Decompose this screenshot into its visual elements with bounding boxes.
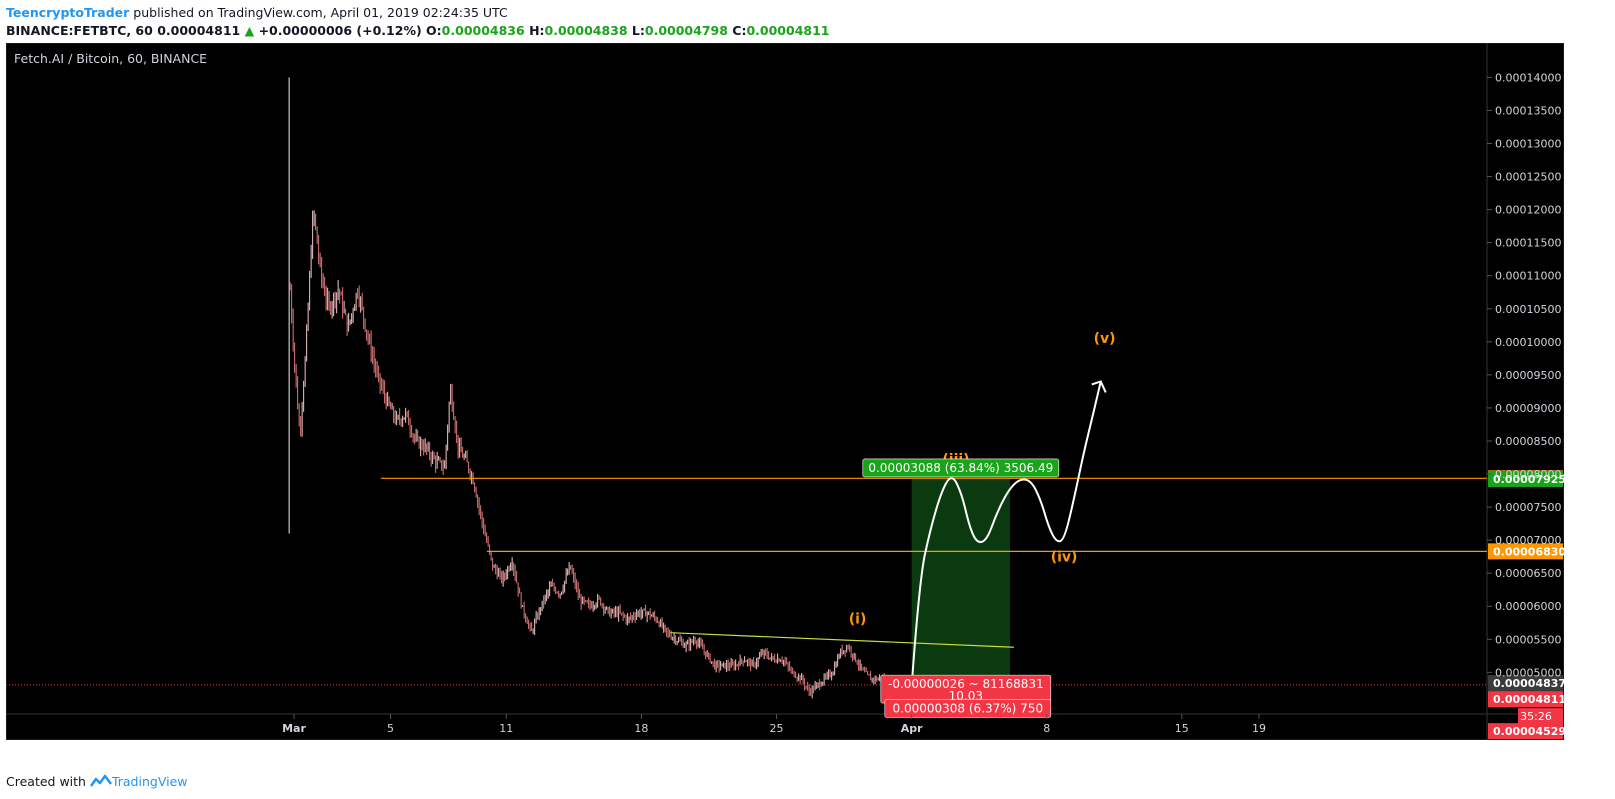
- countdown-text: 35:26: [1520, 710, 1552, 723]
- close-value: 0.00004811: [746, 23, 830, 38]
- time-tick-label: 19: [1252, 722, 1266, 735]
- price-tick-label: 0.00007000: [1495, 534, 1561, 547]
- label-target-text: 0.00007925: [1493, 473, 1564, 486]
- label-entry-text: 0.00004837: [1493, 677, 1564, 690]
- ohlc-line: BINANCE:FETBTC, 60 0.00004811 ▲ +0.00000…: [6, 22, 830, 40]
- price-tick-label: 0.00011500: [1495, 237, 1561, 250]
- price-tick-label: 0.00007500: [1495, 501, 1561, 514]
- last-price: 0.00004811: [157, 23, 241, 38]
- price-tick-label: 0.00010000: [1495, 336, 1561, 349]
- change-value: +0.00000006 (+0.12%): [258, 23, 422, 38]
- stop-label-text: 0.00000308 (6.37%) 750: [893, 701, 1044, 715]
- profit-zone: [911, 478, 1011, 684]
- label-last: [1488, 691, 1563, 708]
- time-tick-label: Mar: [282, 722, 306, 735]
- label-stop-text: 0.00004529: [1493, 725, 1564, 738]
- price-axis[interactable]: [1486, 42, 1565, 715]
- label-stop: [1488, 723, 1563, 740]
- wave-projection-path[interactable]: [910, 381, 1102, 687]
- published-text: published on TradingView.com, April 01, …: [129, 5, 508, 20]
- profit-label-box: [862, 458, 1060, 478]
- wave-arrow-head-icon: [1091, 380, 1107, 393]
- time-tick-label: 8: [1043, 722, 1050, 735]
- price-tick-label: 0.00012000: [1495, 204, 1561, 217]
- tradingview-brand[interactable]: TradingView: [111, 774, 188, 789]
- price-tick-label: 0.00010500: [1495, 303, 1561, 316]
- wave-label: (i): [849, 611, 867, 627]
- change-arrow-icon: ▲: [244, 23, 255, 38]
- chart-header: TeencryptoTrader published on TradingVie…: [6, 4, 830, 40]
- created-with-text: Created with: [6, 774, 86, 789]
- axis-tag-text: 0.00006830: [1493, 545, 1564, 558]
- price-tick-label: 0.00008000: [1495, 468, 1561, 481]
- chart-container[interactable]: Fetch.AI / Bitcoin, 60, BINANCE (i)(iii)…: [5, 42, 1566, 744]
- stop-label-box: [884, 699, 1052, 718]
- low-value: 0.00004798: [644, 23, 728, 38]
- price-tick-label: 0.00005000: [1495, 666, 1561, 679]
- open-value: 0.00004836: [441, 23, 525, 38]
- symbol-label: BINANCE:FETBTC, 60: [6, 23, 153, 38]
- countdown-badge: [1518, 708, 1563, 725]
- high-label: H:: [529, 23, 545, 38]
- time-tick-label: 18: [634, 722, 648, 735]
- axis-tag-resistance-lower: [1488, 543, 1563, 560]
- open-label: O:: [426, 23, 442, 38]
- price-tick-label: 0.00006500: [1495, 567, 1561, 580]
- price-tick-label: 0.00012500: [1495, 171, 1561, 184]
- label-last-text: 0.00004811: [1493, 693, 1564, 706]
- publish-line: TeencryptoTrader published on TradingVie…: [6, 4, 830, 22]
- time-tick-label: 25: [770, 722, 784, 735]
- price-tick-label: 0.00005500: [1495, 633, 1561, 646]
- label-entry: [1488, 675, 1563, 692]
- price-tick-label: 0.00008500: [1495, 435, 1561, 448]
- position-info-text: -0.00000026 ~ 81168831: [888, 677, 1044, 691]
- time-tick-label: 11: [499, 722, 513, 735]
- low-label: L:: [631, 23, 645, 38]
- label-target: [1488, 470, 1563, 487]
- tradingview-logo-icon: [89, 774, 112, 787]
- trendline[interactable]: [670, 632, 1014, 648]
- time-tick-label: Apr: [901, 722, 923, 735]
- price-tick-label: 0.00014000: [1495, 71, 1561, 84]
- high-value: 0.00004838: [544, 23, 628, 38]
- price-tick-label: 0.00013500: [1495, 104, 1561, 117]
- price-tick-label: 0.00009500: [1495, 369, 1561, 382]
- price-tick-label: 0.00006000: [1495, 600, 1561, 613]
- footer: Created with TradingView: [6, 774, 187, 789]
- price-tick-label: 0.00013000: [1495, 137, 1561, 150]
- wave-label: (v): [1094, 331, 1116, 347]
- time-axis[interactable]: [5, 713, 1488, 741]
- plot-area[interactable]: [5, 42, 1488, 715]
- price-chart[interactable]: Fetch.AI / Bitcoin, 60, BINANCE (i)(iii)…: [5, 42, 1566, 741]
- price-tick-label: 0.00011000: [1495, 270, 1561, 283]
- wave-label: (iv): [1051, 549, 1078, 565]
- time-tick-label: 15: [1175, 722, 1189, 735]
- price-tick-label: 0.00009000: [1495, 402, 1561, 415]
- profit-label-text: 0.00003088 (63.84%) 3506.49: [868, 461, 1053, 475]
- close-label: C:: [732, 23, 747, 38]
- time-tick-label: 5: [387, 722, 394, 735]
- author-link[interactable]: TeencryptoTrader: [6, 5, 130, 20]
- chart-title: Fetch.AI / Bitcoin, 60, BINANCE: [14, 51, 207, 66]
